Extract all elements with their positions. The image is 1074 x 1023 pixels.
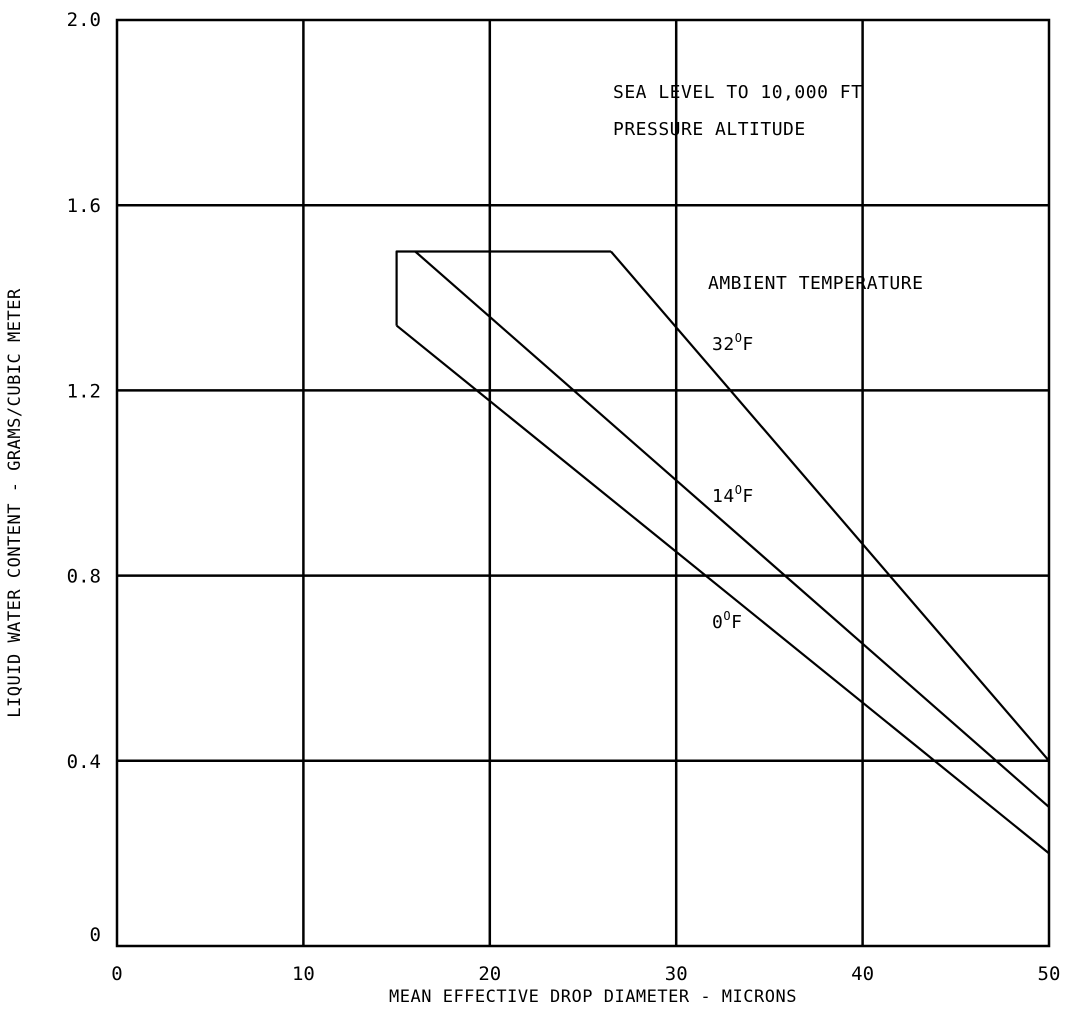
x-tick-label: 20 [478, 963, 501, 985]
series-label-0f: 0OF [712, 609, 742, 633]
y-tick-label: 1.2 [67, 380, 101, 402]
altitude-note-line1: SEA LEVEL TO 10,000 FT [613, 82, 862, 103]
series-line-32f [610, 250, 1050, 762]
y-axis-title: LIQUID WATER CONTENT - GRAMS/CUBIC METER [5, 288, 25, 718]
x-tick-label: 10 [292, 963, 315, 985]
series-label-32f: 32OF [712, 331, 754, 355]
series-line-14f [414, 250, 1050, 808]
series-labels: 32OF 14OF 0OF [712, 331, 754, 633]
altitude-note-line2: PRESSURE ALTITUDE [613, 119, 806, 140]
tick-layer: 0 10 20 30 40 50 0 0.4 0.8 1.2 1.6 2.0 [67, 9, 1061, 985]
series-layer [395, 250, 1050, 855]
x-tick-label: 50 [1038, 963, 1061, 985]
y-tick-label: 1.6 [67, 195, 101, 217]
y-tick-label: 0.4 [67, 751, 101, 773]
y-tick-label: 0.8 [67, 566, 101, 588]
x-tick-label: 0 [111, 963, 122, 985]
legend-title: AMBIENT TEMPERATURE [708, 273, 923, 294]
x-tick-label: 40 [851, 963, 874, 985]
x-axis-title: MEAN EFFECTIVE DROP DIAMETER - MICRONS [389, 987, 797, 1007]
y-tick-label: 2.0 [67, 9, 101, 31]
plot-frame [115, 18, 1051, 948]
x-tick-label: 30 [665, 963, 688, 985]
y-tick-label: 0 [90, 924, 101, 946]
series-label-14f: 14OF [712, 483, 754, 507]
grid-layer [117, 20, 1049, 946]
envelope-boundary [395, 250, 611, 326]
series-line-0f [395, 324, 1050, 855]
